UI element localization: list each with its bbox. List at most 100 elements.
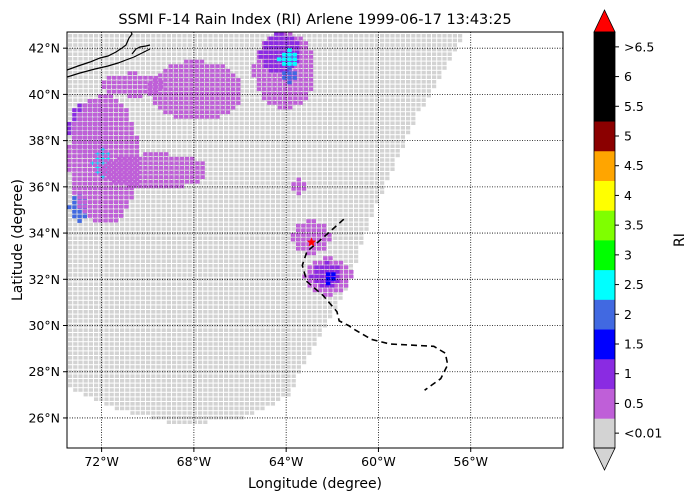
swath-pixel: [250, 360, 255, 365]
swath-pixel: [140, 218, 145, 222]
swath-pixel: [333, 300, 338, 305]
swath-pixel: [198, 222, 203, 227]
swath-pixel: [369, 139, 374, 144]
swath-pixel: [187, 57, 192, 61]
swath-pixel: [322, 135, 327, 139]
swath-pixel: [109, 365, 114, 369]
swath-pixel: [333, 162, 338, 167]
swath-pixel: [369, 213, 374, 217]
swath-pixel: [328, 305, 333, 309]
swath-pixel: [406, 89, 411, 93]
swath-pixel: [135, 57, 140, 61]
swath-pixel: [421, 98, 426, 102]
swath-pixel: [307, 291, 312, 296]
swath-pixel: [250, 310, 255, 314]
swath-pixel: [130, 236, 135, 240]
swath-pixel: [265, 328, 270, 332]
swath-pixel: [250, 392, 255, 397]
swath-pixel: [296, 337, 301, 342]
swath-pixel: [406, 34, 411, 38]
swath-pixel: [296, 264, 301, 268]
swath-pixel: [135, 319, 140, 323]
swath-pixel: [369, 38, 374, 43]
swath-pixel: [270, 337, 275, 342]
swath-pixel: [239, 323, 244, 328]
swath-pixel: [328, 213, 333, 217]
swath-pixel: [374, 135, 379, 139]
swath-pixel: [88, 273, 93, 277]
swath-pixel: [291, 296, 296, 300]
swath-pixel: [208, 204, 213, 208]
swath-pixel: [213, 52, 218, 56]
swath-pixel: [255, 47, 260, 52]
swath-pixel: [187, 328, 192, 332]
swath-pixel: [68, 264, 73, 268]
swath-pixel: [307, 346, 312, 351]
swath-pixel: [322, 314, 327, 319]
swath-pixel: [296, 342, 301, 346]
swath-pixel: [140, 158, 145, 162]
swath-pixel: [239, 190, 244, 194]
swath-pixel: [78, 351, 83, 355]
swath-pixel: [250, 406, 255, 411]
swath-pixel: [364, 34, 369, 38]
swath-pixel: [437, 61, 442, 66]
swath-pixel: [135, 402, 140, 406]
swath-pixel: [182, 342, 187, 346]
rain-pixel: [108, 94, 113, 99]
swath-pixel: [187, 342, 192, 346]
swath-pixel: [104, 323, 109, 328]
swath-pixel: [255, 199, 260, 204]
swath-pixel: [348, 227, 353, 231]
swath-pixel: [120, 222, 125, 227]
swath-pixel: [255, 93, 260, 98]
swath-pixel: [88, 218, 93, 222]
swath-pixel: [104, 337, 109, 342]
swath-pixel: [255, 250, 260, 254]
swath-pixel: [172, 227, 177, 231]
swath-pixel: [224, 167, 229, 171]
swath-pixel: [338, 149, 343, 153]
swath-pixel: [208, 213, 213, 217]
swath-pixel: [224, 172, 229, 176]
swath-pixel: [203, 250, 208, 254]
swath-pixel: [182, 351, 187, 355]
swath-pixel: [281, 199, 286, 204]
swath-pixel: [286, 112, 291, 116]
swath-pixel: [291, 218, 296, 222]
swath-pixel: [172, 420, 177, 424]
swath-pixel: [260, 287, 265, 291]
swath-pixel: [369, 195, 374, 199]
swath-pixel: [187, 144, 192, 148]
swath-pixel: [99, 222, 104, 227]
swath-pixel: [99, 323, 104, 328]
swath-pixel: [276, 144, 281, 148]
swath-pixel: [317, 305, 322, 309]
swath-pixel: [244, 139, 249, 144]
swath-pixel: [400, 43, 405, 47]
swath-pixel: [213, 34, 218, 38]
swath-pixel: [369, 190, 374, 194]
swath-pixel: [317, 195, 322, 199]
swath-pixel: [328, 185, 333, 190]
swath-pixel: [296, 277, 301, 282]
swath-pixel: [255, 43, 260, 47]
swath-pixel: [276, 254, 281, 259]
swath-pixel: [198, 259, 203, 263]
swath-pixel: [322, 218, 327, 222]
swath-pixel: [250, 89, 255, 93]
swath-pixel: [140, 121, 145, 125]
swath-pixel: [187, 135, 192, 139]
swath-pixel: [146, 144, 151, 148]
swath-pixel: [130, 310, 135, 314]
swath-pixel: [244, 392, 249, 397]
swath-pixel: [239, 144, 244, 148]
swath-pixel: [135, 356, 140, 360]
rain-pixel: [108, 108, 113, 112]
swath-pixel: [172, 388, 177, 392]
rain-pixel: [93, 122, 98, 126]
swath-pixel: [78, 305, 83, 309]
swath-pixel: [359, 47, 364, 52]
swath-pixel: [156, 162, 161, 167]
swath-pixel: [260, 250, 265, 254]
